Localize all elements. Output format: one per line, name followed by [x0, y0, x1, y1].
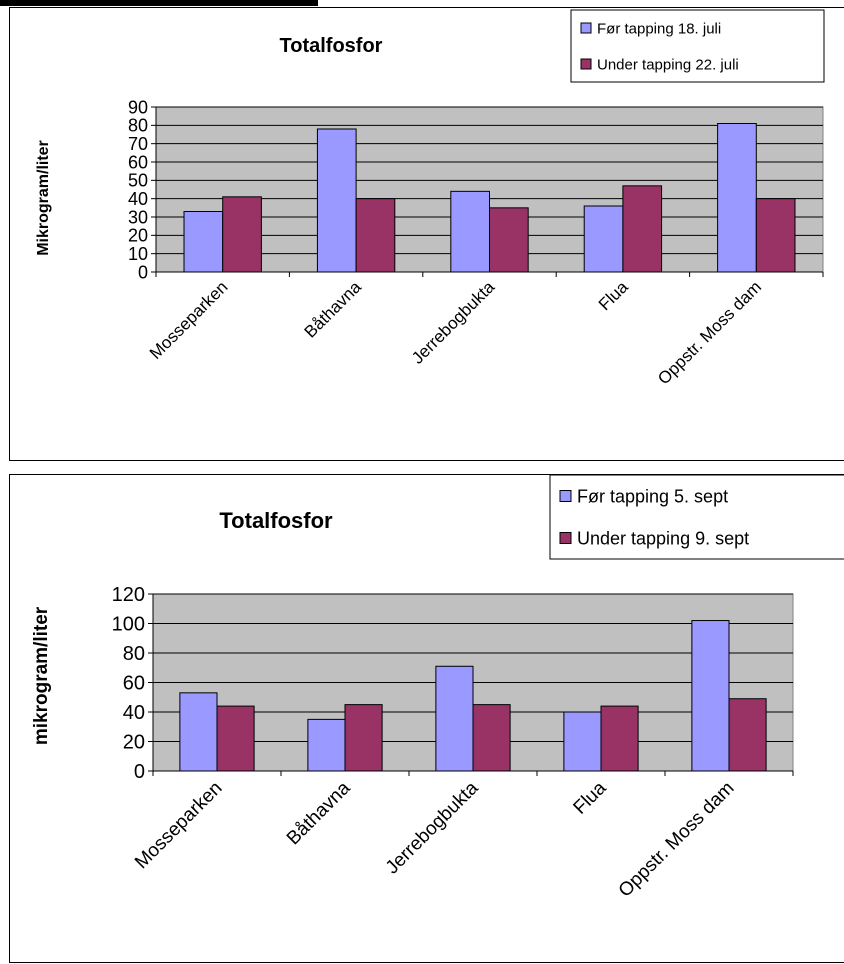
chart-title: Totalfosfor — [219, 508, 333, 533]
y-tick-label: 40 — [123, 702, 145, 724]
y-tick-label: 60 — [123, 673, 145, 695]
y-tick-label: 70 — [128, 134, 148, 154]
y-tick-label: 20 — [123, 732, 145, 754]
bar — [307, 718, 346, 772]
y-tick-label: 0 — [138, 262, 148, 282]
bar — [622, 185, 663, 273]
bar — [691, 620, 730, 772]
bar — [728, 698, 767, 772]
legend-label: Før tapping 5. sept — [577, 486, 728, 506]
y-tick-label: 80 — [128, 116, 148, 136]
y-tick-label: 30 — [128, 207, 148, 227]
bar — [435, 665, 474, 772]
y-axis-label: Mikrogram/liter — [35, 140, 52, 256]
y-tick-label: 80 — [123, 643, 145, 665]
bar — [600, 705, 639, 772]
bar — [183, 211, 224, 273]
legend-label: Under tapping 9. sept — [577, 528, 749, 548]
category-label: Oppstr. Moss dam — [615, 778, 739, 902]
header-bar — [0, 0, 318, 6]
legend-label: Under tapping 22. juli — [597, 56, 739, 73]
category-label: Oppstr. Moss dam — [654, 277, 765, 388]
y-tick-label: 20 — [128, 226, 148, 246]
category-label: Jerrebogbukta — [408, 277, 499, 368]
legend-swatch — [559, 490, 572, 502]
legend-swatch — [580, 58, 592, 70]
bar — [450, 190, 490, 273]
bar — [222, 196, 262, 273]
bar — [179, 692, 218, 772]
category-label: Båthavna — [283, 777, 355, 849]
y-tick-label: 60 — [128, 152, 148, 172]
legend-label: Før tapping 18. juli — [597, 20, 721, 37]
category-label: Mosseparken — [131, 778, 227, 874]
bar — [489, 207, 529, 273]
y-tick-label: 40 — [128, 189, 148, 209]
bar — [216, 705, 255, 772]
category-label: Mosseparken — [146, 277, 232, 363]
y-tick-label: 90 — [128, 97, 148, 117]
legend-swatch — [580, 22, 592, 34]
y-tick-label: 100 — [112, 614, 145, 636]
bar — [344, 704, 383, 772]
y-tick-label: 0 — [134, 761, 145, 783]
legend-box — [570, 9, 825, 83]
chart-2-svg: 0 20 40 60 80 100 120 Mosseparken Båthavna Jerreb… — [31, 474, 844, 902]
category-label: Flua — [570, 777, 611, 818]
bar — [316, 128, 357, 273]
chart-panel-2: 0 20 40 60 80 100 120 Mosseparken Båthavna Jerreb… — [9, 474, 844, 963]
bar — [355, 198, 396, 273]
y-tick-label: 50 — [128, 171, 148, 191]
y-tick-label: 120 — [112, 584, 145, 606]
chart-title: Totalfosfor — [280, 35, 383, 57]
bar — [717, 123, 757, 273]
bar — [563, 711, 602, 772]
category-label: Jerrebogbukta — [382, 777, 483, 878]
bar — [583, 205, 624, 273]
legend-swatch — [559, 532, 572, 544]
y-axis-label: mikrogram/liter — [31, 606, 52, 745]
category-label: Båthavna — [301, 277, 366, 342]
legend-box — [549, 474, 844, 560]
category-label: Flua — [595, 277, 632, 314]
y-tick-label: 10 — [128, 244, 148, 264]
chart-panel-1: 0 10 20 30 40 50 60 70 80 90 Mosseparken Båthavna Je… — [9, 7, 844, 461]
bar — [755, 198, 796, 273]
bar — [472, 704, 511, 772]
